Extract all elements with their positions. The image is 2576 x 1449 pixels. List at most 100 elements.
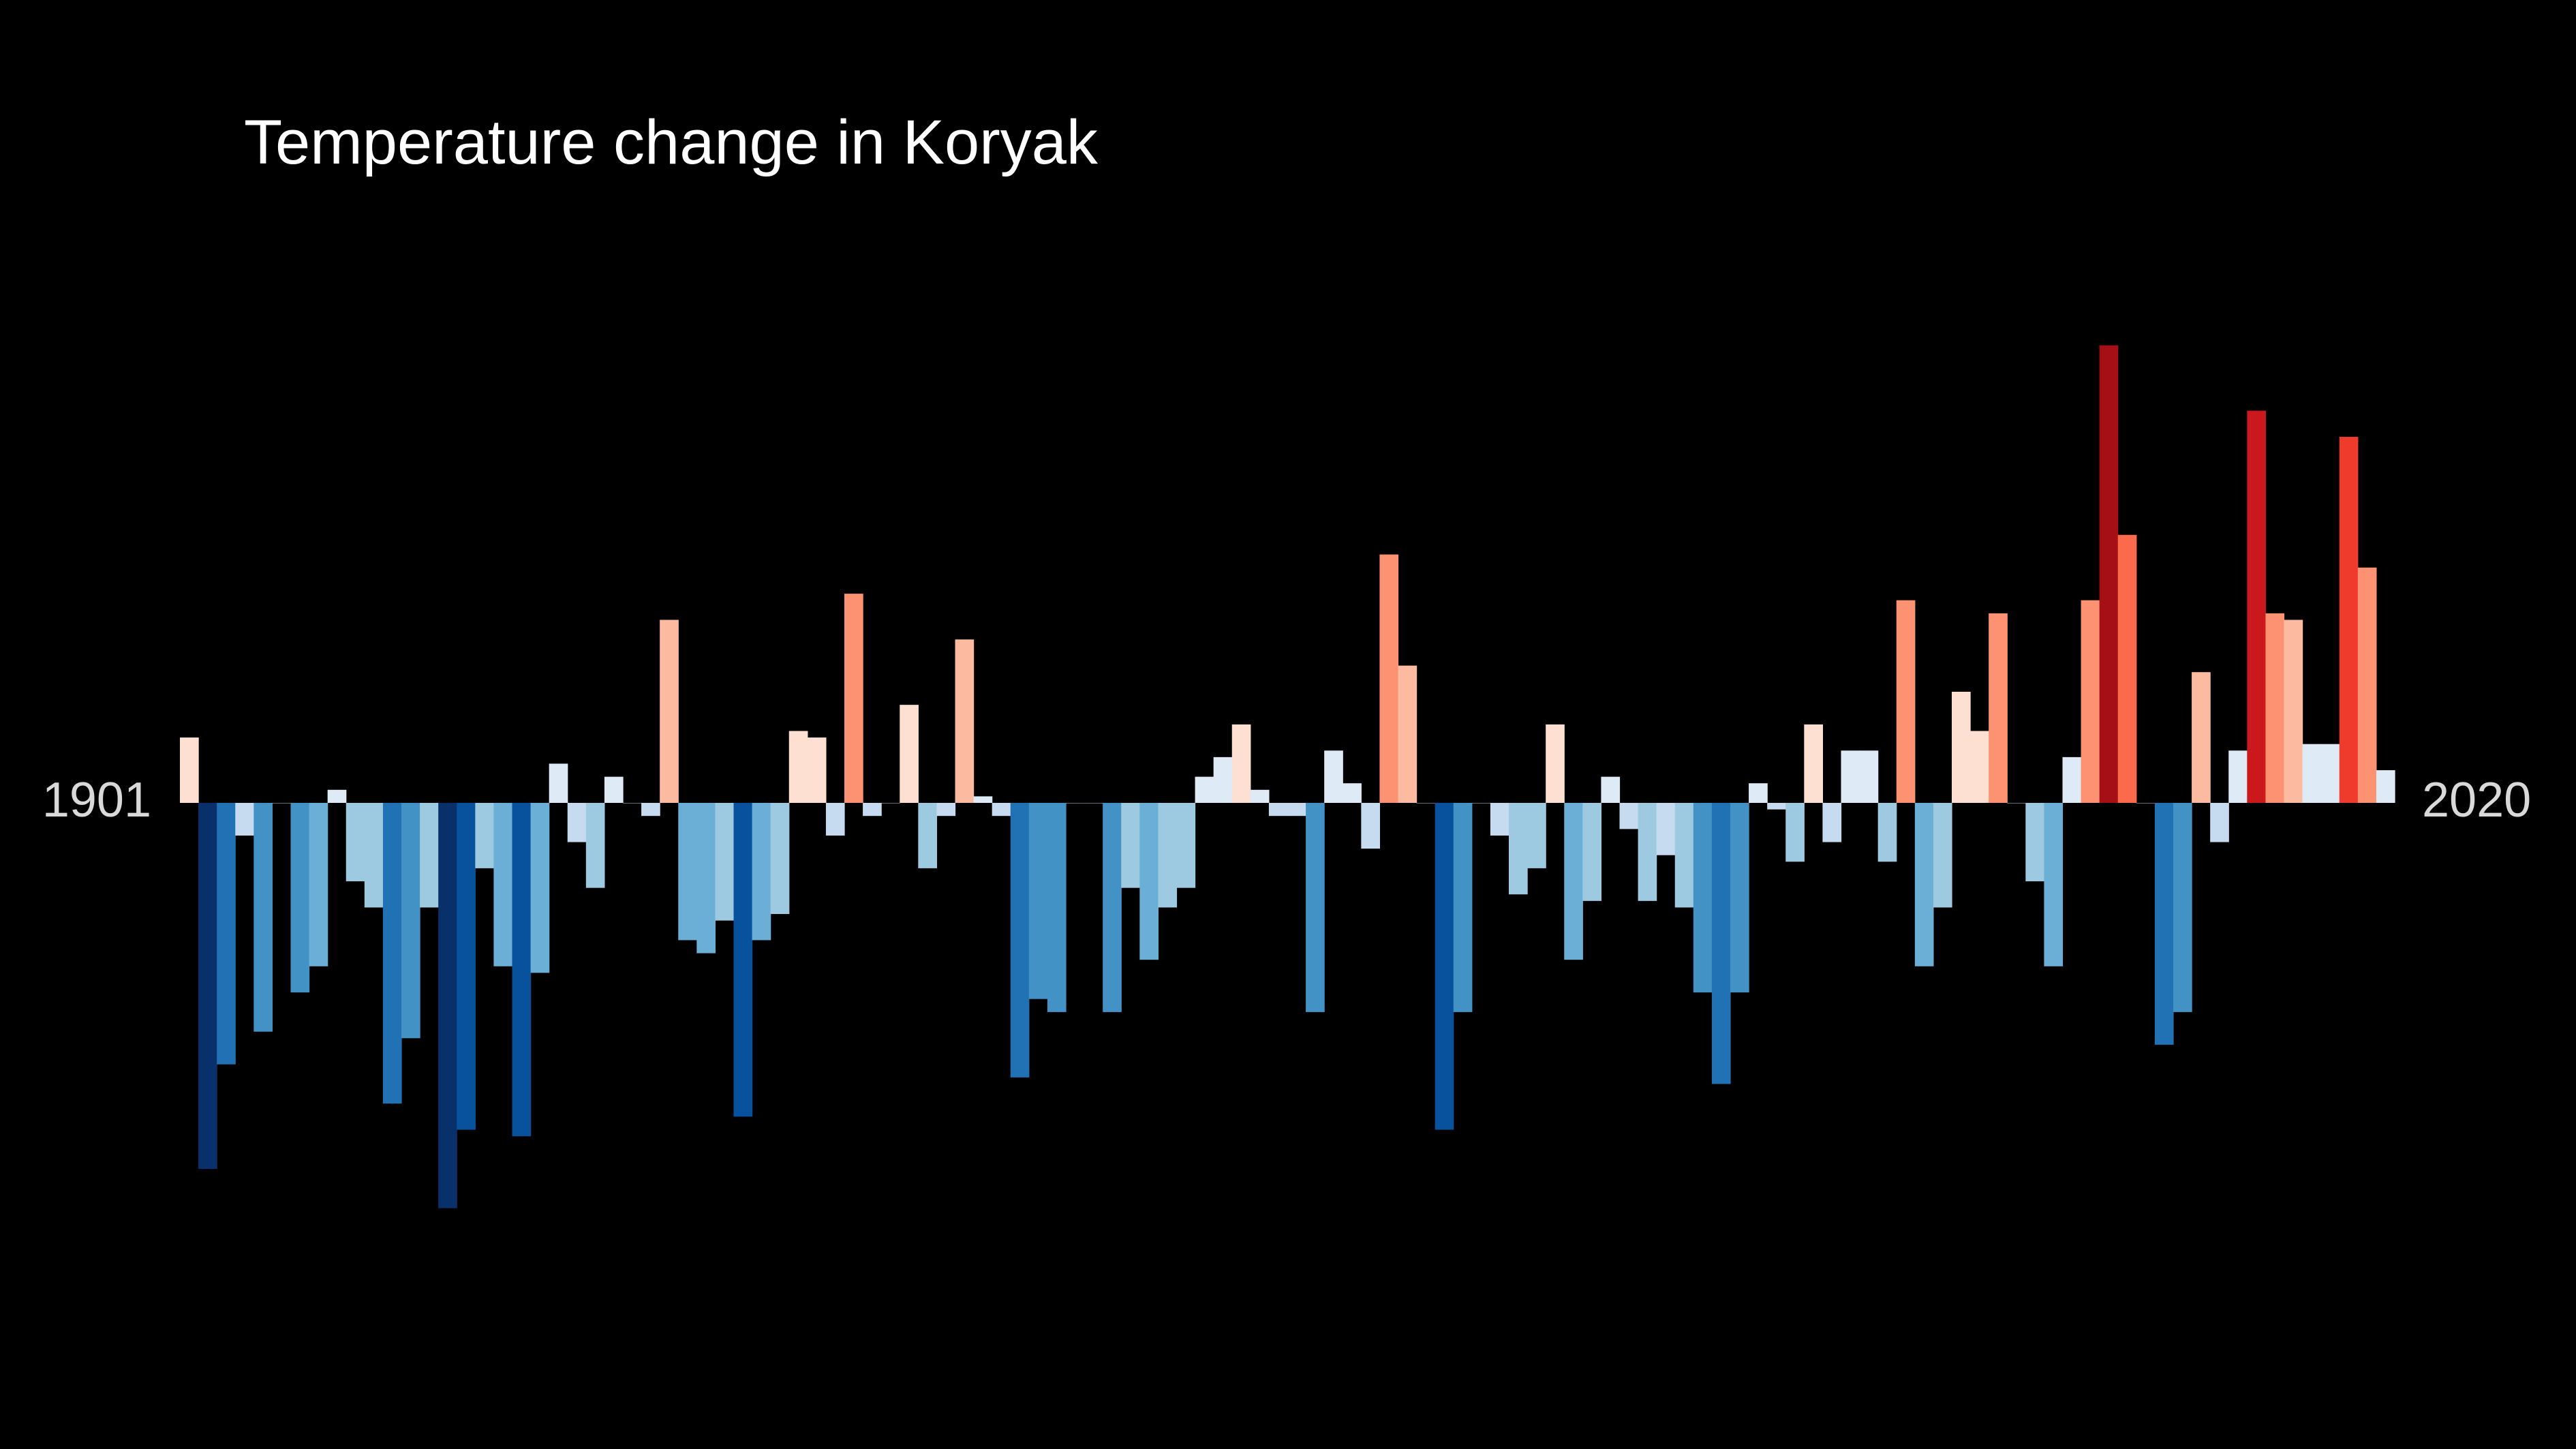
bar-2018 [2339, 436, 2359, 803]
bar-2004 [2081, 600, 2100, 803]
bar-1910 [346, 803, 365, 882]
bar-1968 [1416, 803, 1436, 804]
bar-1952 [1121, 803, 1140, 888]
bar-1903 [217, 803, 236, 1065]
bar-2020 [2376, 770, 2395, 803]
bar-1972 [1490, 803, 1509, 836]
chart-title: Temperature change in Koryak [244, 108, 1099, 177]
bar-1964 [1343, 783, 1362, 803]
bar-1982 [1674, 803, 1694, 908]
bar-1960 [1268, 803, 1288, 817]
bar-1926 [641, 803, 660, 817]
bar-2006 [2117, 534, 2137, 803]
bar-1946 [1010, 803, 1030, 1078]
bar-1973 [1509, 803, 1528, 895]
bar-1996 [1933, 803, 1952, 908]
bar-1902 [198, 803, 217, 1170]
start-year-label: 1901 [42, 773, 151, 827]
bar-1956 [1195, 776, 1214, 803]
bar-1913 [401, 803, 420, 1039]
bar-1994 [1896, 600, 1916, 803]
bar-1920 [530, 803, 550, 973]
bar-1943 [955, 639, 975, 803]
bar-group [180, 345, 2395, 1208]
bar-1937 [844, 594, 863, 803]
bar-1986 [1749, 783, 1768, 803]
bar-1953 [1139, 803, 1159, 960]
end-year-label: 2020 [2422, 773, 2531, 827]
bar-2003 [2062, 757, 2082, 803]
bar-2019 [2357, 567, 2377, 803]
bar-1911 [364, 803, 384, 908]
bar-1934 [788, 731, 808, 803]
bar-2002 [2044, 803, 2064, 966]
bar-1957 [1213, 757, 1233, 803]
bar-1915 [438, 803, 457, 1208]
bar-1942 [936, 803, 956, 817]
bar-1997 [1952, 691, 1971, 803]
bar-1936 [825, 803, 845, 836]
bar-1978 [1601, 776, 1621, 803]
bar-2000 [2007, 803, 2026, 804]
bar-1924 [604, 776, 624, 803]
bar-1975 [1546, 724, 1565, 803]
bar-1967 [1398, 665, 1417, 803]
bar-1931 [733, 803, 753, 1117]
bar-1927 [660, 620, 679, 803]
bar-1991 [1841, 750, 1860, 803]
bar-1976 [1564, 803, 1583, 960]
bar-1954 [1158, 803, 1178, 908]
bar-1928 [678, 803, 697, 941]
bar-1950 [1084, 803, 1103, 804]
bar-1965 [1361, 803, 1381, 849]
bar-1958 [1231, 724, 1251, 803]
bar-1906 [272, 803, 292, 804]
bar-1949 [1066, 803, 1085, 804]
bar-1930 [715, 803, 735, 921]
bar-1907 [290, 803, 310, 993]
bar-2014 [2265, 613, 2285, 803]
bar-1992 [1859, 750, 1879, 803]
bar-1998 [1970, 731, 1989, 803]
bar-2015 [2284, 620, 2303, 803]
bar-1917 [475, 803, 495, 868]
bar-1904 [235, 803, 254, 836]
bar-1923 [585, 803, 605, 888]
bar-1948 [1047, 803, 1067, 1012]
bar-1977 [1582, 803, 1602, 901]
bar-1987 [1767, 803, 1786, 810]
bar-1935 [807, 737, 827, 803]
bar-1929 [696, 803, 716, 954]
bar-1933 [770, 803, 790, 915]
bar-1912 [382, 803, 402, 1104]
bar-1989 [1804, 724, 1824, 803]
bar-1947 [1028, 803, 1048, 999]
bar-1962 [1306, 803, 1325, 1012]
bar-1980 [1638, 803, 1657, 901]
bar-1995 [1914, 803, 1934, 966]
bar-2010 [2192, 672, 2211, 803]
bar-1955 [1176, 803, 1196, 888]
bar-2007 [2136, 803, 2156, 804]
bar-1979 [1619, 803, 1639, 829]
bar-1983 [1693, 803, 1713, 993]
bar-1932 [752, 803, 771, 941]
bar-1922 [567, 803, 587, 842]
bar-1971 [1471, 803, 1491, 804]
bar-1966 [1379, 554, 1399, 803]
bar-1985 [1730, 803, 1749, 993]
bar-1939 [881, 803, 900, 804]
bar-1905 [254, 803, 273, 1032]
bar-2009 [2173, 803, 2192, 1012]
bar-1963 [1324, 750, 1343, 803]
bar-1951 [1103, 803, 1122, 1012]
bar-1999 [1989, 613, 2008, 803]
bar-1938 [863, 803, 882, 817]
bar-2016 [2302, 744, 2322, 803]
bar-1990 [1822, 803, 1842, 842]
bar-1921 [549, 763, 568, 803]
bar-2017 [2320, 744, 2340, 803]
bar-1941 [918, 803, 938, 868]
bar-1901 [180, 737, 199, 803]
